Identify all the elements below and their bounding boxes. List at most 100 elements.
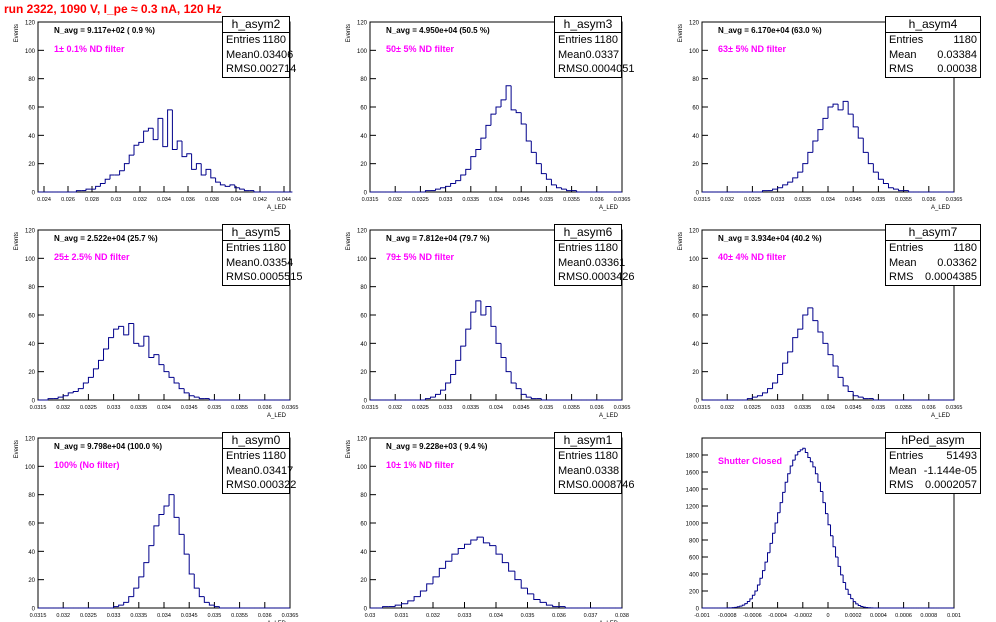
x-tick-label: 0.0345	[181, 405, 198, 411]
histogram-bin	[797, 451, 801, 455]
histogram-bin	[792, 177, 798, 183]
x-tick-label: 0.0355	[563, 405, 580, 411]
histogram-bin	[485, 306, 491, 315]
histogram-bin	[764, 561, 768, 571]
histogram-bin	[198, 588, 205, 598]
x-tick-label: 0.0345	[845, 197, 862, 203]
stats-row-entries: Entries 1180	[886, 241, 980, 256]
histogram-bins	[370, 300, 622, 401]
histogram-bin	[394, 604, 402, 607]
x-tick-label: 0.03	[111, 197, 122, 203]
histogram-bin	[898, 189, 904, 192]
histogram-bin	[520, 579, 528, 589]
x-tick-label: 0.031	[395, 613, 409, 619]
histogram-bin	[824, 502, 828, 515]
histogram-bin	[746, 601, 750, 604]
y-tick-label: 20	[360, 370, 367, 376]
x-tick-label: 0.0006	[895, 613, 912, 619]
stats-row-mean: Mean 0.0337	[555, 48, 621, 63]
histogram-bin	[772, 532, 776, 544]
y-tick-label: 120	[689, 21, 700, 27]
histogram-bin	[756, 395, 763, 398]
y-tick-label: 100	[689, 49, 700, 55]
histogram-bin	[205, 168, 211, 175]
n-avg-label: N_avg = 7.812e+04 (79.7 %)	[386, 234, 490, 243]
histogram-bin	[413, 596, 421, 601]
stat-value: 1180	[262, 450, 286, 462]
histogram-bin	[819, 482, 823, 493]
histogram-bin	[769, 542, 773, 553]
stats-row-entries: Entries 1180	[555, 449, 621, 464]
x-tick-label: 0.032	[388, 405, 402, 411]
histogram-bin	[779, 502, 783, 513]
x-tick-label: 0.0365	[282, 613, 299, 619]
histogram-bin	[787, 351, 793, 364]
y-tick-label: 400	[689, 573, 700, 579]
y-tick-label: 0	[32, 191, 36, 197]
histogram-bin	[794, 454, 798, 461]
histogram-bin	[832, 535, 836, 548]
histogram-bin	[435, 393, 441, 398]
x-tick-label: 0.035	[872, 197, 886, 203]
stats-row-rms: RMS 0.000322	[223, 478, 296, 493]
stat-value: 0.03406	[253, 48, 294, 61]
histogram-bin	[118, 325, 124, 330]
stats-row-mean: Mean -1.144e-05	[886, 464, 980, 479]
histogram-bin	[857, 126, 864, 139]
stat-label: Entries	[889, 242, 924, 254]
stats-row-mean: Mean 0.03362	[886, 256, 980, 271]
x-tick-label: -0.0008	[718, 613, 737, 619]
stats-row-entries: Entries 1180	[223, 241, 289, 256]
histogram-bin	[827, 106, 834, 119]
histogram-bin	[812, 461, 816, 468]
histogram-bin	[457, 548, 465, 555]
y-tick-label: 60	[28, 106, 35, 112]
histogram-bin	[817, 129, 823, 141]
histogram-bin	[845, 582, 849, 590]
x-tick-label: 0	[826, 613, 829, 619]
stat-label: Mean	[226, 464, 254, 477]
histogram-bin	[807, 151, 813, 164]
stat-label: RMS	[889, 271, 914, 283]
x-tick-label: 0.034	[489, 405, 503, 411]
histogram-bin	[759, 577, 763, 586]
y-tick-label: 120	[25, 21, 36, 27]
histogram-bin	[510, 371, 517, 384]
histogram-bin	[505, 85, 512, 100]
histogram-bin	[455, 180, 461, 184]
histogram-bin	[435, 188, 441, 191]
y-axis-label: Events	[14, 232, 20, 250]
histogram-bin	[832, 103, 839, 107]
stats-row-entries: Entries 1180	[223, 33, 289, 48]
x-tick-label: 0.0365	[614, 405, 631, 411]
x-tick-label: 0.001	[947, 613, 961, 619]
x-tick-label: 0.0355	[895, 197, 912, 203]
histogram-bin	[470, 156, 476, 170]
y-tick-label: 80	[360, 77, 367, 83]
histogram-bin	[751, 594, 755, 599]
histogram-bin	[505, 357, 512, 373]
x-tick-label: 0.033	[458, 613, 472, 619]
histogram-bin	[533, 593, 541, 600]
y-tick-label: 20	[692, 370, 699, 376]
x-tick-label: 0.032	[388, 197, 402, 203]
histogram-bin	[784, 481, 788, 493]
stat-label: Entries	[226, 450, 261, 462]
histogram-plot: 0 20 40 60 80 100 120 0.0315 0.032 0.0325 0.033 0.0…	[678, 229, 962, 420]
x-tick-label: 0.036	[922, 197, 936, 203]
stat-value: 0.0338	[585, 464, 620, 477]
histogram-bin	[438, 567, 446, 577]
stat-value: 0.0003426	[582, 271, 635, 283]
x-tick-label: 0.034	[821, 197, 835, 203]
histogram-bin	[99, 183, 106, 187]
histogram-bin	[95, 185, 101, 190]
histogram-bin	[490, 113, 496, 126]
stat-value: 0.0004385	[925, 271, 977, 283]
stat-label: RMS	[889, 63, 914, 75]
n-avg-label: N_avg = 4.950e+04 (50.5 %)	[386, 26, 490, 35]
y-tick-label: 20	[360, 578, 367, 584]
histogram-bin	[465, 328, 471, 347]
y-tick-label: 0	[32, 607, 36, 613]
histogram-bin	[460, 345, 466, 361]
stat-value: 1180	[953, 242, 977, 254]
